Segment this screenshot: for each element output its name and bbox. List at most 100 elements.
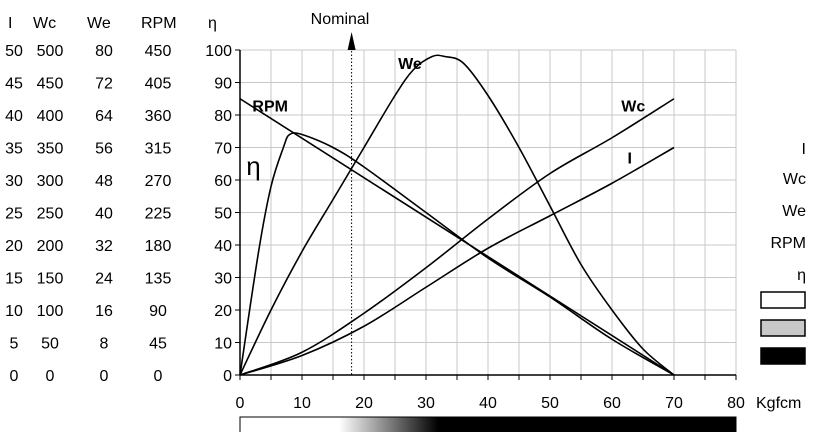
scale-value-rpm: 450 xyxy=(145,43,172,60)
scale-value-we: 56 xyxy=(95,141,113,158)
scale-value-i: 40 xyxy=(5,108,23,125)
legend-label-rpm: RPM xyxy=(770,235,806,252)
scale-value-rpm: 360 xyxy=(145,108,172,125)
legend-label-i: I xyxy=(802,141,806,158)
scale-value-wc: 300 xyxy=(37,173,64,190)
scale-value-we: 8 xyxy=(100,336,109,353)
scale-value-wc: 500 xyxy=(37,43,64,60)
series-label-i: I xyxy=(628,150,632,167)
scale-value-wc: 450 xyxy=(37,76,64,93)
scale-value-wc: 50 xyxy=(41,336,59,353)
scale-value-we: 80 xyxy=(95,43,113,60)
scale-value-eta: 30 xyxy=(214,271,232,288)
scale-value-rpm: 45 xyxy=(149,336,167,353)
scale-value-wc: 400 xyxy=(37,108,64,125)
y-scale-columns: I Wc We RPM η5045403530252015105050045040035… xyxy=(5,15,232,385)
scale-value-eta: 60 xyxy=(214,173,232,190)
scale-value-eta: 70 xyxy=(214,141,232,158)
nominal-label: Nominal xyxy=(311,11,370,28)
nominal-arrow xyxy=(347,32,356,50)
scale-value-i: 30 xyxy=(5,173,23,190)
scale-header-we: We xyxy=(87,15,111,32)
scale-value-i: 15 xyxy=(5,271,23,288)
scale-value-eta: 10 xyxy=(214,336,232,353)
series-label-we: We xyxy=(398,56,422,73)
x-tick-label: 0 xyxy=(236,395,245,412)
scale-value-wc: 350 xyxy=(37,141,64,158)
scale-value-we: 16 xyxy=(95,303,113,320)
x-tick-label: 20 xyxy=(355,395,373,412)
x-tick-label: 80 xyxy=(727,395,745,412)
scale-value-rpm: 180 xyxy=(145,238,172,255)
gradient-bar xyxy=(239,416,737,432)
scale-value-rpm: 225 xyxy=(145,206,172,223)
x-tick-label: 30 xyxy=(417,395,435,412)
scale-value-i: 25 xyxy=(5,206,23,223)
scale-value-rpm: 270 xyxy=(145,173,172,190)
scale-value-rpm: 405 xyxy=(145,76,172,93)
series-line-wc xyxy=(239,98,675,376)
scale-value-we: 64 xyxy=(95,108,113,125)
scale-header-rpm: RPM xyxy=(141,15,177,32)
series-label-rpm: RPM xyxy=(252,98,288,115)
legend-label-we: We xyxy=(782,203,806,220)
series-label-eta: η xyxy=(246,151,260,181)
scale-value-we: 32 xyxy=(95,238,113,255)
scale-value-wc: 0 xyxy=(46,368,55,385)
x-tick-label: 60 xyxy=(603,395,621,412)
scale-value-eta: 40 xyxy=(214,238,232,255)
scale-value-we: 0 xyxy=(100,368,109,385)
series-label-wc: Wc xyxy=(621,98,645,115)
scale-value-wc: 100 xyxy=(37,303,64,320)
series-line-i xyxy=(239,146,675,376)
scale-value-eta: 20 xyxy=(214,303,232,320)
grid-lines xyxy=(240,49,737,375)
scale-value-i: 45 xyxy=(5,76,23,93)
scale-value-rpm: 315 xyxy=(145,141,172,158)
scale-value-eta: 80 xyxy=(214,108,232,125)
plot-axes xyxy=(235,49,737,380)
scale-value-eta: 90 xyxy=(214,76,232,93)
scale-value-we: 72 xyxy=(95,76,113,93)
scale-value-rpm: 0 xyxy=(154,368,163,385)
x-tick-labels: 0 10 20 30 40 50 60 70 80 Kgfcm xyxy=(236,395,802,412)
series-line-eta xyxy=(239,132,675,376)
scale-value-i: 50 xyxy=(5,43,23,60)
scale-value-rpm: 135 xyxy=(145,271,172,288)
series-line-rpm xyxy=(239,98,675,376)
scale-value-eta: 0 xyxy=(223,368,232,385)
scale-value-wc: 200 xyxy=(37,238,64,255)
legend-swatch-3 xyxy=(760,347,806,365)
scale-value-eta: 50 xyxy=(214,206,232,223)
legend-label-eta: η xyxy=(797,267,806,284)
x-tick-label: 10 xyxy=(293,395,311,412)
scale-value-i: 35 xyxy=(5,141,23,158)
x-tick-label: 40 xyxy=(479,395,497,412)
scale-value-we: 40 xyxy=(95,206,113,223)
series-lines xyxy=(239,54,675,376)
scale-value-we: 24 xyxy=(95,271,113,288)
scale-value-i: 0 xyxy=(10,368,19,385)
legend-label-wc: Wc xyxy=(783,171,806,188)
scale-header-wc: Wc xyxy=(33,15,56,32)
legend-swatch-2 xyxy=(760,319,806,337)
scale-value-we: 48 xyxy=(95,173,113,190)
scale-value-wc: 150 xyxy=(37,271,64,288)
series-line-we xyxy=(239,54,675,376)
nominal-annotation: Nominal xyxy=(311,11,370,375)
x-tick-label: 50 xyxy=(541,395,559,412)
x-tick-label: 70 xyxy=(665,395,683,412)
scale-value-i: 5 xyxy=(10,336,19,353)
legend: I Wc We RPM η xyxy=(760,141,806,365)
scale-header-eta: η xyxy=(208,15,217,32)
scale-value-wc: 250 xyxy=(37,206,64,223)
x-unit-label: Kgfcm xyxy=(756,395,801,412)
scale-value-rpm: 90 xyxy=(149,303,167,320)
series-labels: We RPM Wc Iη xyxy=(246,56,645,181)
legend-swatch-1 xyxy=(760,291,806,309)
scale-header-i: I xyxy=(8,15,12,32)
scale-value-eta: 100 xyxy=(205,43,232,60)
scale-value-i: 10 xyxy=(5,303,23,320)
scale-value-i: 20 xyxy=(5,238,23,255)
